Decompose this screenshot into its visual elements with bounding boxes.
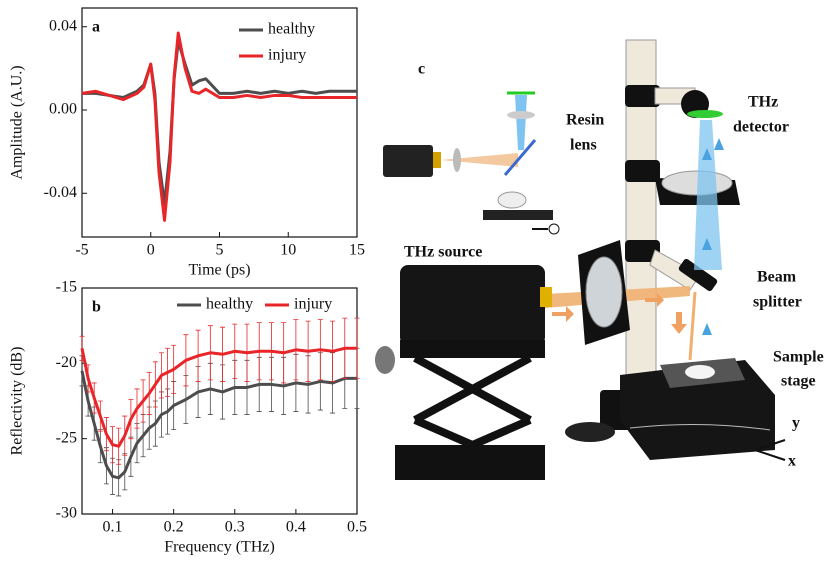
plot-frame <box>81 7 358 238</box>
legend-label: injury <box>294 296 332 313</box>
x-tick-label: 0.3 <box>225 519 245 536</box>
callout: Resin <box>566 112 604 129</box>
setup-illustration: c Resin lens THz detector THz source Bea… <box>375 39 824 480</box>
thz-source <box>400 265 545 345</box>
callout: THz source <box>404 244 482 261</box>
y-tick-label: -20 <box>56 354 77 371</box>
splitter-holder <box>678 258 718 292</box>
clamp <box>625 160 660 182</box>
callout: Beam <box>757 269 797 286</box>
x-tick-label: 0.5 <box>347 519 367 536</box>
inset-mirror <box>503 139 537 176</box>
callout: splitter <box>753 294 802 311</box>
x-tick-label: 0.4 <box>286 519 306 536</box>
stage-edge <box>629 423 771 431</box>
y-tick-label: -30 <box>56 505 77 522</box>
lift-top <box>400 340 545 358</box>
series-line <box>80 370 357 480</box>
legend-label: healthy <box>206 296 253 313</box>
resin-lens <box>585 256 623 328</box>
source-aperture <box>540 287 552 307</box>
y-tick-label: -0.04 <box>44 184 77 201</box>
callout: THz <box>748 94 778 111</box>
x-axis-label: Time (ps) <box>188 262 250 279</box>
lift-base <box>395 445 545 480</box>
inset-lens <box>453 148 461 172</box>
inset-beam-up <box>515 95 527 150</box>
callout: lens <box>570 137 597 154</box>
clamp <box>625 240 660 262</box>
legend-label: healthy <box>268 21 315 38</box>
arrow-up <box>702 138 724 335</box>
knob <box>375 346 395 374</box>
x-tick-label: -5 <box>75 242 88 259</box>
camera-lens <box>433 152 441 168</box>
inset-stage <box>483 210 553 220</box>
axis-label: y <box>792 415 800 432</box>
series-line <box>82 39 357 206</box>
lens <box>661 170 733 196</box>
inset-lens2 <box>507 111 535 119</box>
clamp <box>625 85 660 107</box>
thz-beam-up <box>694 120 722 270</box>
x-tick-label: 0.1 <box>103 519 123 536</box>
x-axis-label: Frequency (THz) <box>164 539 275 556</box>
panel-label: c <box>418 61 425 78</box>
x-tick-label: 5 <box>216 242 224 259</box>
inset-mouse <box>497 191 527 209</box>
y-axis-label: Amplitude (A.U.) <box>9 65 26 179</box>
y-tick-label: -25 <box>56 429 77 446</box>
thz-beam-down <box>688 291 697 361</box>
panel-label: a <box>92 19 100 36</box>
detector-chip <box>687 110 723 118</box>
series-line <box>81 31 357 222</box>
sample-stage <box>620 360 775 460</box>
lift-scissor <box>413 354 532 474</box>
camera <box>383 145 433 177</box>
x-tick-label: 15 <box>349 242 365 259</box>
inset-axis-symbol <box>548 223 560 235</box>
axis-label: x <box>788 453 796 470</box>
plot-frame <box>81 287 358 515</box>
x-tick-label: 10 <box>280 242 296 259</box>
panel-label: b <box>92 299 101 316</box>
callout: stage <box>781 373 816 390</box>
legend-label: injury <box>268 47 306 64</box>
arrow-down <box>671 312 687 334</box>
mouse <box>685 365 715 379</box>
inset-beam <box>441 153 518 167</box>
callout: detector <box>733 119 789 136</box>
y-tick-label: -15 <box>56 279 77 296</box>
axes-arrows <box>754 439 786 461</box>
callout: Sample <box>773 349 824 366</box>
y-tick-label: 0.00 <box>49 101 77 118</box>
series-line <box>80 346 357 448</box>
y-axis-label: Reflectivity (dB) <box>9 347 26 456</box>
x-tick-label: 0.2 <box>164 519 184 536</box>
x-tick-label: 0 <box>147 242 155 259</box>
foot <box>565 422 615 442</box>
y-tick-label: 0.04 <box>49 17 77 34</box>
